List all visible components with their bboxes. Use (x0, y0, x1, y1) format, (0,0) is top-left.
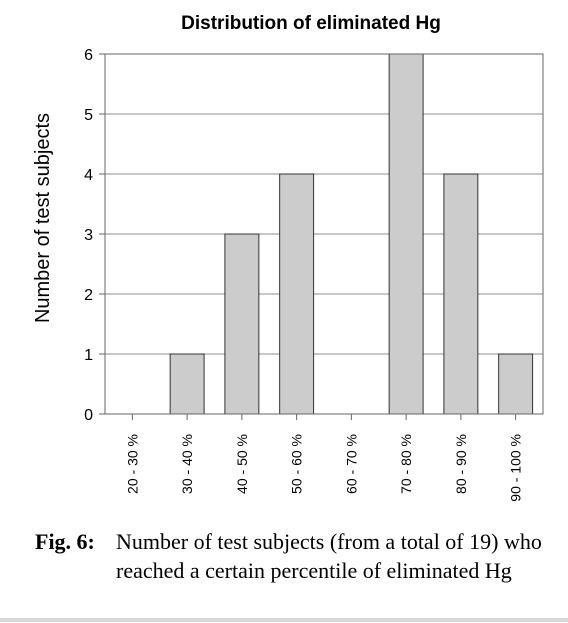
caption-label: Fig. 6: (35, 529, 95, 554)
x-tick-label: 30 - 40 % (179, 434, 195, 494)
bar (224, 233, 260, 415)
bar (443, 173, 479, 415)
bar (388, 53, 424, 415)
y-tick-label: 0 (84, 407, 93, 424)
y-tick-label: 2 (84, 287, 93, 304)
bars (169, 53, 534, 415)
y-axis-label: Number of test subjects (32, 113, 54, 323)
y-tick-label: 5 (84, 107, 93, 124)
y-tick-label: 6 (84, 47, 93, 64)
x-tick-label: 20 - 30 % (124, 434, 140, 494)
bar (279, 173, 315, 415)
caption-text: Number of test subjects (from a total of… (116, 529, 542, 583)
x-tick-label: 60 - 70 % (343, 434, 359, 494)
bar (498, 353, 534, 415)
x-tick-label: 50 - 60 % (289, 434, 305, 494)
bar (169, 353, 205, 415)
y-tick-label: 1 (84, 347, 93, 364)
y-tick-label: 3 (84, 227, 93, 244)
y-axis-ticks: 0 1 2 3 4 5 6 (84, 47, 105, 424)
x-tick-label: 80 - 90 % (453, 434, 469, 494)
y-tick-label: 4 (84, 167, 93, 184)
bottom-divider (0, 618, 568, 622)
x-axis-ticks: 20 - 30 % 30 - 40 % 40 - 50 % 50 - 60 % 60 -… (124, 414, 524, 502)
x-tick-label: 90 - 100 % (508, 434, 524, 502)
x-tick-label: 40 - 50 % (234, 434, 250, 494)
chart-title: Distribution of eliminated Hg (181, 13, 441, 34)
bar-chart: Distribution of eliminated Hg Number of … (32, 13, 544, 502)
x-tick-label: 70 - 80 % (398, 434, 414, 494)
